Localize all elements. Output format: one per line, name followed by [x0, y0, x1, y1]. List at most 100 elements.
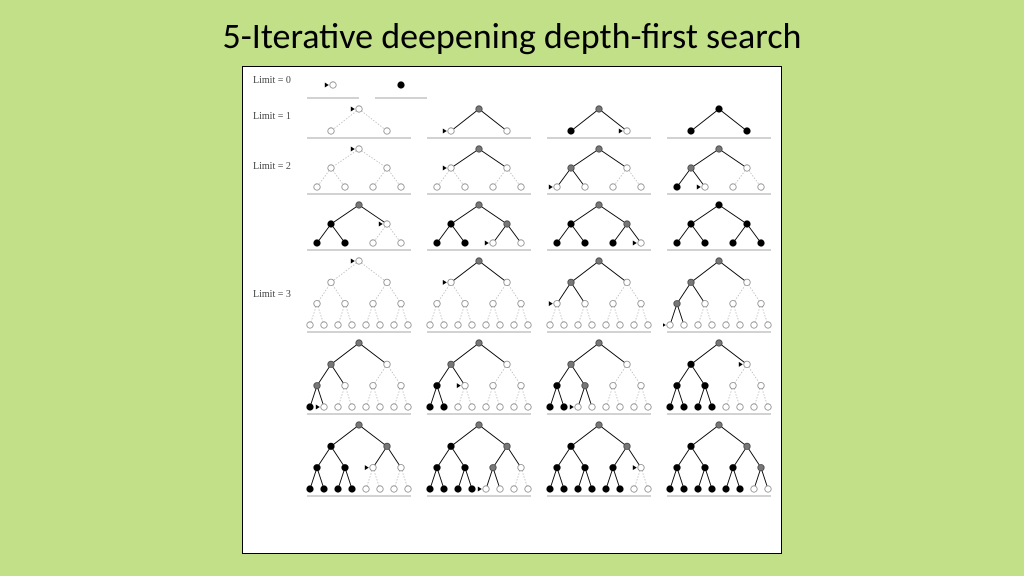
- tree-node: [342, 184, 348, 190]
- pointer-icon: [663, 323, 666, 328]
- tree-node: [688, 128, 694, 134]
- tree-node: [518, 464, 524, 470]
- tree-node: [561, 322, 567, 328]
- tree-node: [667, 486, 673, 492]
- tree-node: [356, 146, 362, 152]
- tree-node: [321, 322, 327, 328]
- tree-node: [765, 404, 771, 410]
- tree-node: [723, 322, 729, 328]
- tree-node: [638, 382, 644, 388]
- tree-row: [303, 419, 773, 499]
- tree-node: [384, 128, 390, 134]
- tree-node: [674, 464, 680, 470]
- tree-snapshot: [423, 419, 535, 499]
- tree-node: [328, 443, 334, 449]
- tree-snapshot: [303, 255, 415, 335]
- tree-node: [744, 361, 750, 367]
- tree-node: [370, 300, 376, 306]
- tree-node: [617, 486, 623, 492]
- tree-node: [765, 322, 771, 328]
- tree-snapshot: [543, 337, 655, 417]
- tree-snapshot: [543, 103, 655, 141]
- tree-node: [568, 221, 574, 227]
- pointer-icon: [351, 107, 355, 112]
- tree-node: [610, 184, 616, 190]
- tree-node: [356, 340, 362, 346]
- tree-node: [547, 486, 553, 492]
- tree-node: [547, 322, 553, 328]
- tree-node: [398, 382, 404, 388]
- pointer-icon: [697, 185, 701, 190]
- pointer-icon: [379, 222, 383, 227]
- tree-node: [674, 184, 680, 190]
- tree-node: [356, 422, 362, 428]
- pointer-icon: [633, 465, 637, 470]
- tree-node: [674, 240, 680, 246]
- tree-node: [462, 382, 468, 388]
- pointer-icon: [478, 487, 482, 492]
- tree-node: [427, 404, 433, 410]
- tree-node: [363, 486, 369, 492]
- tree-node: [617, 322, 623, 328]
- tree-node: [716, 146, 722, 152]
- tree-node: [469, 404, 475, 410]
- tree-node: [441, 404, 447, 410]
- pointer-icon: [619, 129, 623, 134]
- tree-node: [307, 322, 313, 328]
- tree-node: [307, 486, 313, 492]
- tree-node: [349, 404, 355, 410]
- tree-node: [737, 322, 743, 328]
- tree-node: [356, 106, 362, 112]
- tree-node: [391, 404, 397, 410]
- tree-snapshot: [303, 73, 363, 101]
- tree-node: [384, 443, 390, 449]
- tree-node: [518, 184, 524, 190]
- pointer-icon: [633, 241, 637, 246]
- tree-node: [744, 165, 750, 171]
- pointer-icon: [443, 280, 447, 285]
- tree-node: [624, 443, 630, 449]
- tree-node: [328, 165, 334, 171]
- tree-node: [356, 258, 362, 264]
- tree-node: [328, 221, 334, 227]
- tree-node: [716, 422, 722, 428]
- tree-node: [758, 464, 764, 470]
- tree-snapshot: [663, 199, 775, 253]
- tree-node: [335, 404, 341, 410]
- limit-1-label: Limit = 1: [253, 111, 291, 122]
- tree-node: [561, 486, 567, 492]
- tree-node: [603, 404, 609, 410]
- tree-node: [702, 300, 708, 306]
- tree-node: [582, 184, 588, 190]
- tree-node: [518, 300, 524, 306]
- tree-node: [723, 404, 729, 410]
- tree-node: [504, 443, 510, 449]
- tree-node: [554, 184, 560, 190]
- tree-node: [589, 404, 595, 410]
- page-title: 5-Iterative deepening depth-first search: [0, 0, 1024, 58]
- tree-node: [589, 322, 595, 328]
- tree-node: [476, 202, 482, 208]
- tree-node: [483, 486, 489, 492]
- tree-node: [476, 106, 482, 112]
- tree-node: [335, 322, 341, 328]
- tree-node: [504, 279, 510, 285]
- pointer-icon: [457, 383, 461, 388]
- tree-node: [730, 240, 736, 246]
- tree-node: [667, 322, 673, 328]
- tree-node: [695, 404, 701, 410]
- tree-node: [462, 184, 468, 190]
- tree-node: [723, 486, 729, 492]
- tree-snapshot: [663, 103, 775, 141]
- tree-node: [716, 202, 722, 208]
- pointer-icon: [365, 465, 369, 470]
- tree-node: [688, 361, 694, 367]
- tree-node: [398, 300, 404, 306]
- tree-node: [469, 486, 475, 492]
- tree-node: [525, 404, 531, 410]
- tree-node: [321, 404, 327, 410]
- tree-node: [384, 165, 390, 171]
- tree-node: [631, 322, 637, 328]
- tree-node: [603, 486, 609, 492]
- tree-snapshot: [423, 103, 535, 141]
